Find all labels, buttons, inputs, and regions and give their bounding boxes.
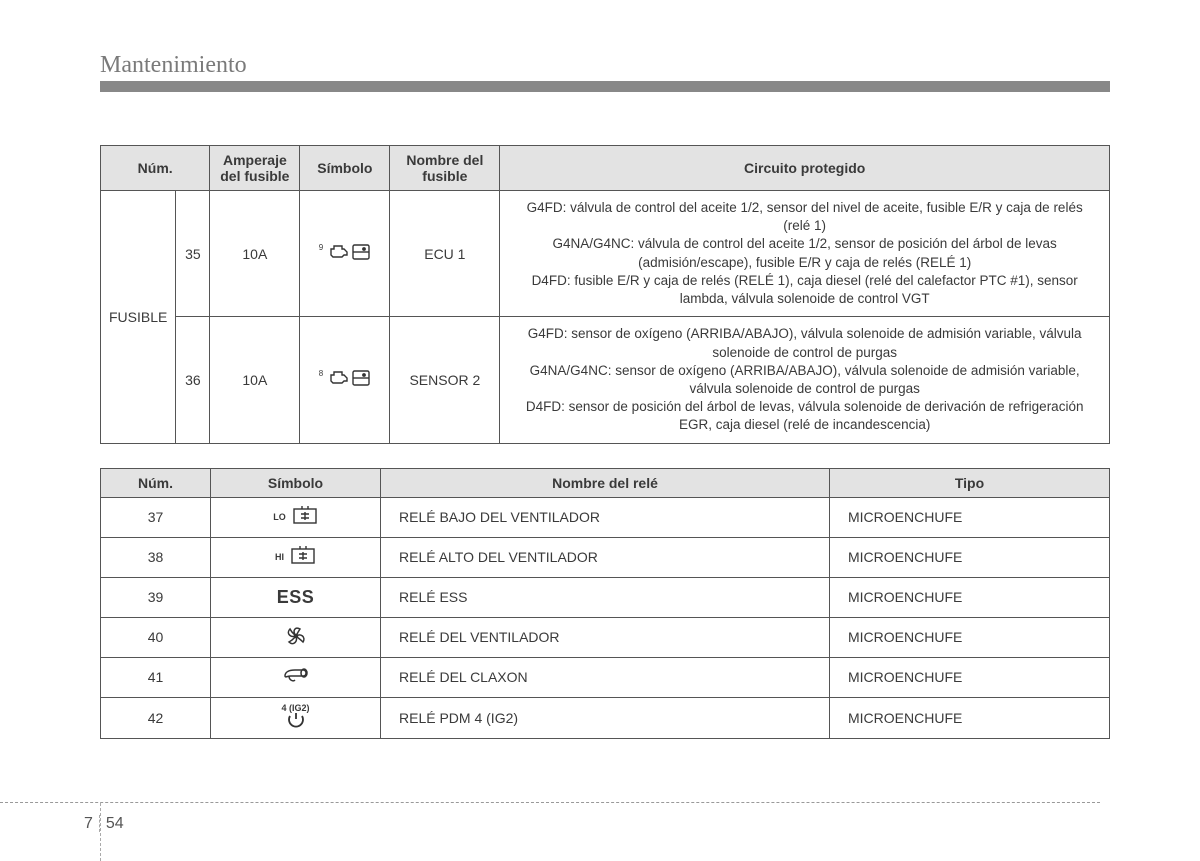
fuse-name: ECU 1 <box>390 191 500 317</box>
circuit-line: G4NA/G4NC: válvula de control del aceite… <box>512 235 1097 271</box>
table-row: 36 10A 8 S <box>101 317 1110 443</box>
relay-name: RELÉ ALTO DEL VENTILADOR <box>381 537 830 577</box>
relay-table: Núm. Símbolo Nombre del relé Tipo 37 LO … <box>100 468 1110 739</box>
page-number-value: 54 <box>106 815 124 832</box>
relay-type: MICROENCHUFE <box>830 697 1110 738</box>
fuse-num: 36 <box>176 317 210 443</box>
relay-type: MICROENCHUFE <box>830 497 1110 537</box>
footer-rule <box>0 802 1100 803</box>
fuse-header-circuit: Circuito protegido <box>500 146 1110 191</box>
fuse-header-name: Nombre del fusible <box>390 146 500 191</box>
title-rule <box>100 81 1110 89</box>
table-row: 38 HI RELÉ ALTO DEL VENTILADOR MICROENCH… <box>101 537 1110 577</box>
fuse-num: 35 <box>176 191 210 317</box>
fuse-symbol-sup: 9 <box>319 243 323 252</box>
fuse-amp: 10A <box>210 317 300 443</box>
relay-block-icon <box>292 506 318 529</box>
circuit-line: D4FD: sensor de posición del árbol de le… <box>512 398 1097 434</box>
relay-num: 41 <box>101 657 211 697</box>
table-row: 39 ESS RELÉ ESS MICROENCHUFE <box>101 577 1110 617</box>
fuse-symbol: 9 <box>300 191 390 317</box>
fuse-circuit: G4FD: válvula de control del aceite 1/2,… <box>500 191 1110 317</box>
fuse-symbol: 8 <box>300 317 390 443</box>
relay-header-name: Nombre del relé <box>381 468 830 497</box>
table-row: 41 RELÉ DEL CLAXON MICROENCHUFE <box>101 657 1110 697</box>
page: Mantenimiento Núm. Amperaje del fusible … <box>0 0 1200 739</box>
relay-name: RELÉ ESS <box>381 577 830 617</box>
relay-icon-label: 4 (IG2) <box>219 704 372 713</box>
circuit-line: G4FD: sensor de oxígeno (ARRIBA/ABAJO), … <box>512 325 1097 361</box>
section-title: Mantenimiento <box>100 52 1110 79</box>
fuse-group-label: FUSIBLE <box>101 191 176 444</box>
engine-manual-icon <box>329 243 371 264</box>
table-row: 37 LO RELÉ BAJO DEL VENTILADOR MICROENCH… <box>101 497 1110 537</box>
relay-icon-label: LO <box>273 512 286 522</box>
circuit-line: G4NA/G4NC: sensor de oxígeno (ARRIBA/ABA… <box>512 362 1097 398</box>
relay-symbol <box>211 617 381 657</box>
fuse-amp: 10A <box>210 191 300 317</box>
page-number: 7 54 <box>84 815 124 833</box>
fuse-header-symbol: Símbolo <box>300 146 390 191</box>
fuse-circuit: G4FD: sensor de oxígeno (ARRIBA/ABAJO), … <box>500 317 1110 443</box>
relay-num: 39 <box>101 577 211 617</box>
relay-symbol: 4 (IG2) <box>211 697 381 738</box>
relay-type: MICROENCHUFE <box>830 657 1110 697</box>
fuse-header-num: Núm. <box>101 146 210 191</box>
relay-type: MICROENCHUFE <box>830 537 1110 577</box>
horn-icon <box>281 666 311 689</box>
relay-name: RELÉ BAJO DEL VENTILADOR <box>381 497 830 537</box>
relay-icon-label: HI <box>275 552 284 562</box>
relay-num: 37 <box>101 497 211 537</box>
fan-icon <box>283 624 309 651</box>
ess-icon: ESS <box>277 587 315 607</box>
fuse-table: Núm. Amperaje del fusible Símbolo Nombre… <box>100 145 1110 444</box>
relay-header-num: Núm. <box>101 468 211 497</box>
ignition-icon <box>285 713 307 732</box>
fuse-symbol-sup: 8 <box>319 369 323 378</box>
relay-symbol: ESS <box>211 577 381 617</box>
relay-name: RELÉ DEL VENTILADOR <box>381 617 830 657</box>
circuit-line: G4FD: válvula de control del aceite 1/2,… <box>512 199 1097 235</box>
fuse-header-amp: Amperaje del fusible <box>210 146 300 191</box>
relay-header-symbol: Símbolo <box>211 468 381 497</box>
relay-block-icon <box>290 546 316 569</box>
table-row: 42 4 (IG2) RELÉ PDM 4 (IG2) MICROENCHUFE <box>101 697 1110 738</box>
table-row: FUSIBLE 35 10A 9 <box>101 191 1110 317</box>
relay-symbol <box>211 657 381 697</box>
relay-symbol: LO <box>211 497 381 537</box>
relay-num: 42 <box>101 697 211 738</box>
relay-type: MICROENCHUFE <box>830 617 1110 657</box>
chapter-number: 7 <box>84 815 100 832</box>
relay-name: RELÉ PDM 4 (IG2) <box>381 697 830 738</box>
relay-name: RELÉ DEL CLAXON <box>381 657 830 697</box>
relay-num: 40 <box>101 617 211 657</box>
circuit-line: D4FD: fusible E/R y caja de relés (RELÉ … <box>512 272 1097 308</box>
relay-header-type: Tipo <box>830 468 1110 497</box>
fuse-name: SENSOR 2 <box>390 317 500 443</box>
relay-type: MICROENCHUFE <box>830 577 1110 617</box>
relay-num: 38 <box>101 537 211 577</box>
engine-manual-icon <box>329 369 371 390</box>
relay-symbol: HI <box>211 537 381 577</box>
table-row: 40 RELÉ DEL VENTILADOR MICROENCHUFE <box>101 617 1110 657</box>
